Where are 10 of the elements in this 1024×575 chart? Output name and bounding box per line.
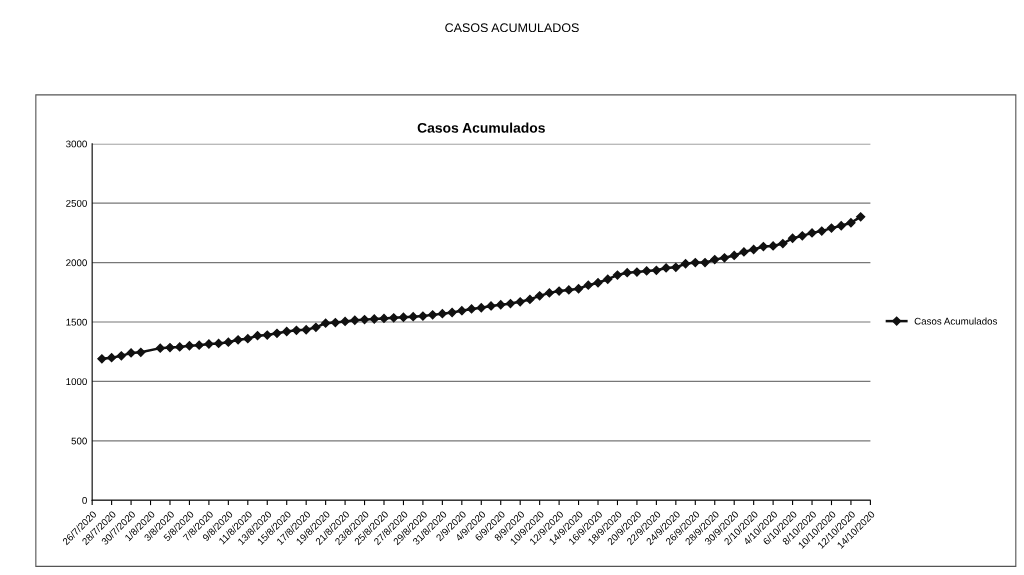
y-tick-label: 0 [82, 496, 87, 504]
y-tick-label: 2500 [66, 199, 87, 207]
y-tick-label: 1500 [66, 318, 87, 326]
y-tick-label: 3000 [66, 140, 87, 148]
legend-label: Casos Acumulados [914, 317, 998, 325]
chart-title: CASOS ACUMULADOS [445, 23, 579, 33]
y-tick-label: 500 [71, 437, 87, 445]
chart-subtitle: Casos Acumulados [417, 122, 545, 133]
y-tick-label: 1000 [66, 378, 87, 386]
y-tick-label: 2000 [66, 259, 87, 267]
